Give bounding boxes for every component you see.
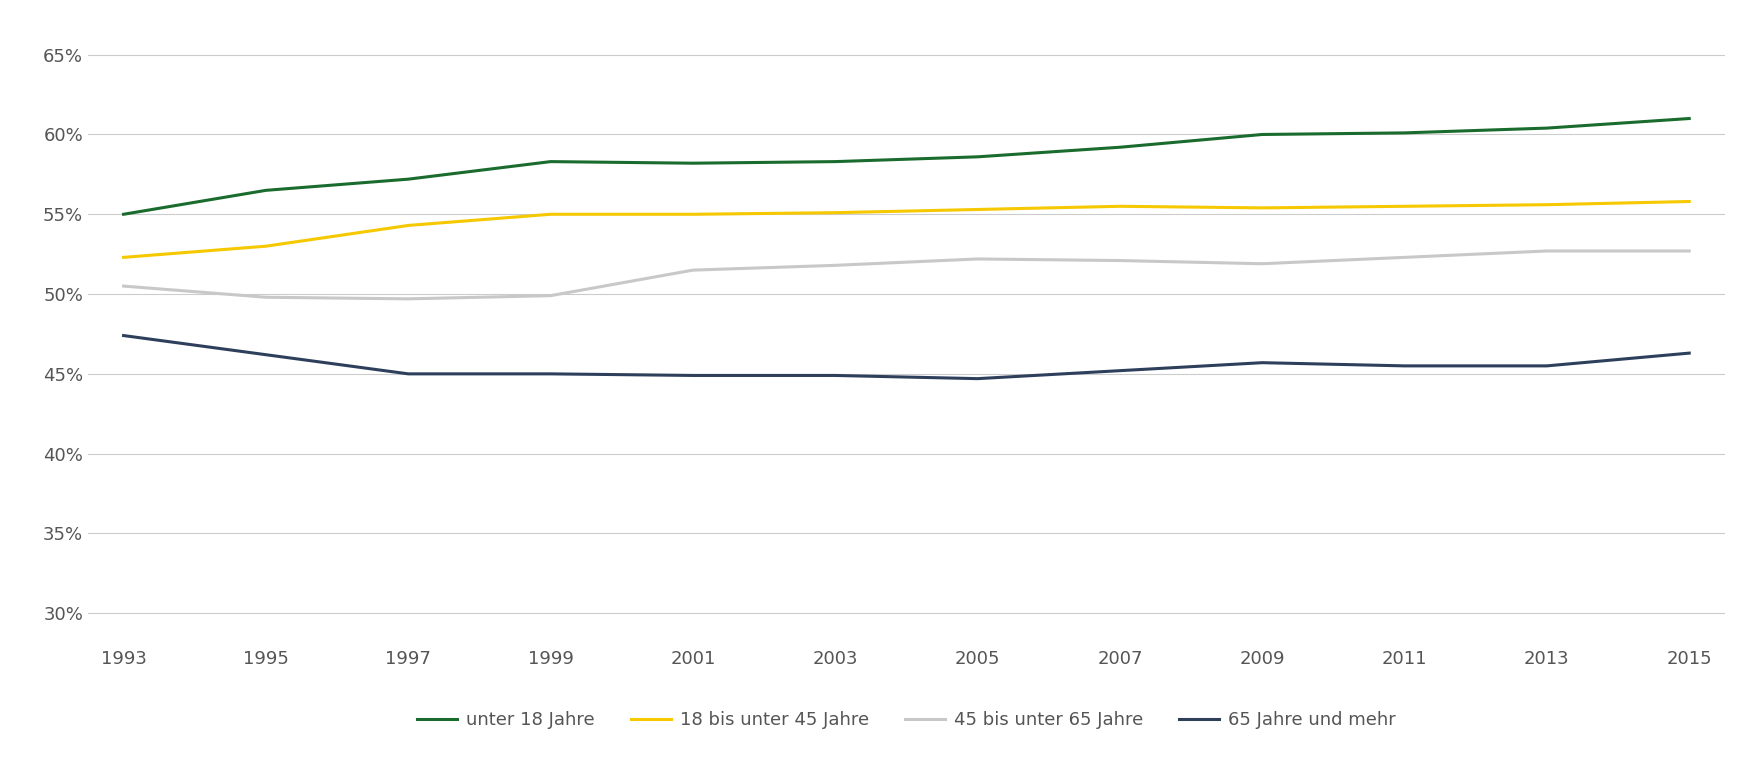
45 bis unter 65 Jahre	[1679, 247, 1700, 256]
45 bis unter 65 Jahre	[825, 261, 847, 270]
18 bis unter 45 Jahre	[255, 241, 276, 250]
45 bis unter 65 Jahre	[1251, 259, 1272, 268]
45 bis unter 65 Jahre	[1109, 256, 1130, 265]
65 Jahre und mehr	[1251, 358, 1272, 367]
45 bis unter 65 Jahre	[966, 254, 987, 263]
18 bis unter 45 Jahre	[540, 209, 561, 219]
18 bis unter 45 Jahre	[1251, 203, 1272, 213]
unter 18 Jahre	[966, 153, 987, 162]
unter 18 Jahre	[1109, 143, 1130, 152]
65 Jahre und mehr	[1109, 366, 1130, 375]
18 bis unter 45 Jahre	[398, 221, 419, 230]
unter 18 Jahre	[1251, 130, 1272, 139]
Line: unter 18 Jahre: unter 18 Jahre	[123, 118, 1690, 214]
45 bis unter 65 Jahre	[1536, 247, 1558, 256]
unter 18 Jahre	[683, 159, 704, 168]
unter 18 Jahre	[398, 175, 419, 184]
unter 18 Jahre	[1679, 114, 1700, 123]
65 Jahre und mehr	[966, 374, 987, 383]
65 Jahre und mehr	[113, 331, 134, 340]
Legend: unter 18 Jahre, 18 bis unter 45 Jahre, 45 bis unter 65 Jahre, 65 Jahre und mehr: unter 18 Jahre, 18 bis unter 45 Jahre, 4…	[410, 704, 1403, 736]
18 bis unter 45 Jahre	[825, 208, 847, 217]
18 bis unter 45 Jahre	[966, 205, 987, 214]
65 Jahre und mehr	[825, 371, 847, 380]
65 Jahre und mehr	[398, 370, 419, 379]
18 bis unter 45 Jahre	[683, 209, 704, 219]
18 bis unter 45 Jahre	[1394, 202, 1415, 211]
Line: 65 Jahre und mehr: 65 Jahre und mehr	[123, 335, 1690, 379]
65 Jahre und mehr	[255, 350, 276, 359]
45 bis unter 65 Jahre	[113, 282, 134, 291]
Line: 45 bis unter 65 Jahre: 45 bis unter 65 Jahre	[123, 251, 1690, 299]
65 Jahre und mehr	[1679, 348, 1700, 357]
45 bis unter 65 Jahre	[683, 266, 704, 275]
unter 18 Jahre	[1536, 124, 1558, 133]
18 bis unter 45 Jahre	[1109, 202, 1130, 211]
unter 18 Jahre	[825, 157, 847, 166]
unter 18 Jahre	[540, 157, 561, 166]
unter 18 Jahre	[255, 186, 276, 195]
65 Jahre und mehr	[540, 370, 561, 379]
18 bis unter 45 Jahre	[1679, 197, 1700, 206]
65 Jahre und mehr	[683, 371, 704, 380]
45 bis unter 65 Jahre	[1394, 253, 1415, 262]
Line: 18 bis unter 45 Jahre: 18 bis unter 45 Jahre	[123, 201, 1690, 257]
65 Jahre und mehr	[1536, 361, 1558, 370]
unter 18 Jahre	[113, 209, 134, 219]
18 bis unter 45 Jahre	[113, 253, 134, 262]
45 bis unter 65 Jahre	[540, 291, 561, 301]
65 Jahre und mehr	[1394, 361, 1415, 370]
18 bis unter 45 Jahre	[1536, 200, 1558, 209]
45 bis unter 65 Jahre	[255, 293, 276, 302]
unter 18 Jahre	[1394, 128, 1415, 137]
45 bis unter 65 Jahre	[398, 294, 419, 304]
